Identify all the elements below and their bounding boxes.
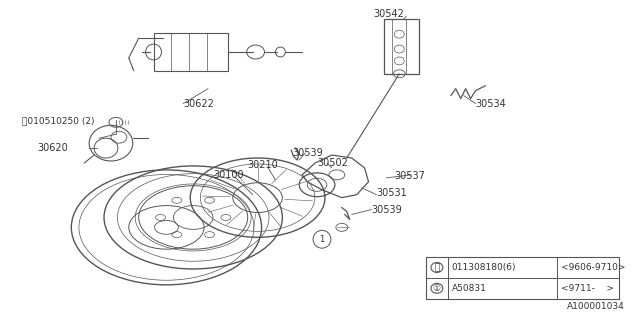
- Text: A100001034: A100001034: [566, 301, 624, 311]
- Text: 30539: 30539: [372, 204, 403, 214]
- Text: 30537: 30537: [394, 171, 425, 181]
- Text: A50831: A50831: [452, 284, 486, 293]
- Text: <9711-    >: <9711- >: [561, 284, 614, 293]
- Text: <9606-9710>: <9606-9710>: [561, 263, 625, 272]
- Text: 011308180(6): 011308180(6): [452, 263, 516, 272]
- Text: 30620: 30620: [38, 143, 68, 153]
- Text: 30539: 30539: [292, 148, 323, 158]
- Text: 30100: 30100: [213, 170, 244, 180]
- Bar: [426, 257, 620, 299]
- Text: 30531: 30531: [376, 188, 407, 198]
- Text: Ⓑ: Ⓑ: [434, 263, 440, 272]
- Text: 1: 1: [319, 235, 324, 244]
- Text: 30534: 30534: [476, 99, 506, 108]
- Bar: [385, 19, 419, 74]
- Text: 30622: 30622: [183, 99, 214, 108]
- Text: 30502: 30502: [317, 158, 348, 168]
- Text: 30210: 30210: [248, 160, 278, 170]
- Text: Ⓑ010510250 (2): Ⓑ010510250 (2): [22, 116, 94, 125]
- Text: 30542: 30542: [373, 9, 404, 19]
- Text: ①: ①: [433, 284, 441, 293]
- Bar: [154, 33, 228, 71]
